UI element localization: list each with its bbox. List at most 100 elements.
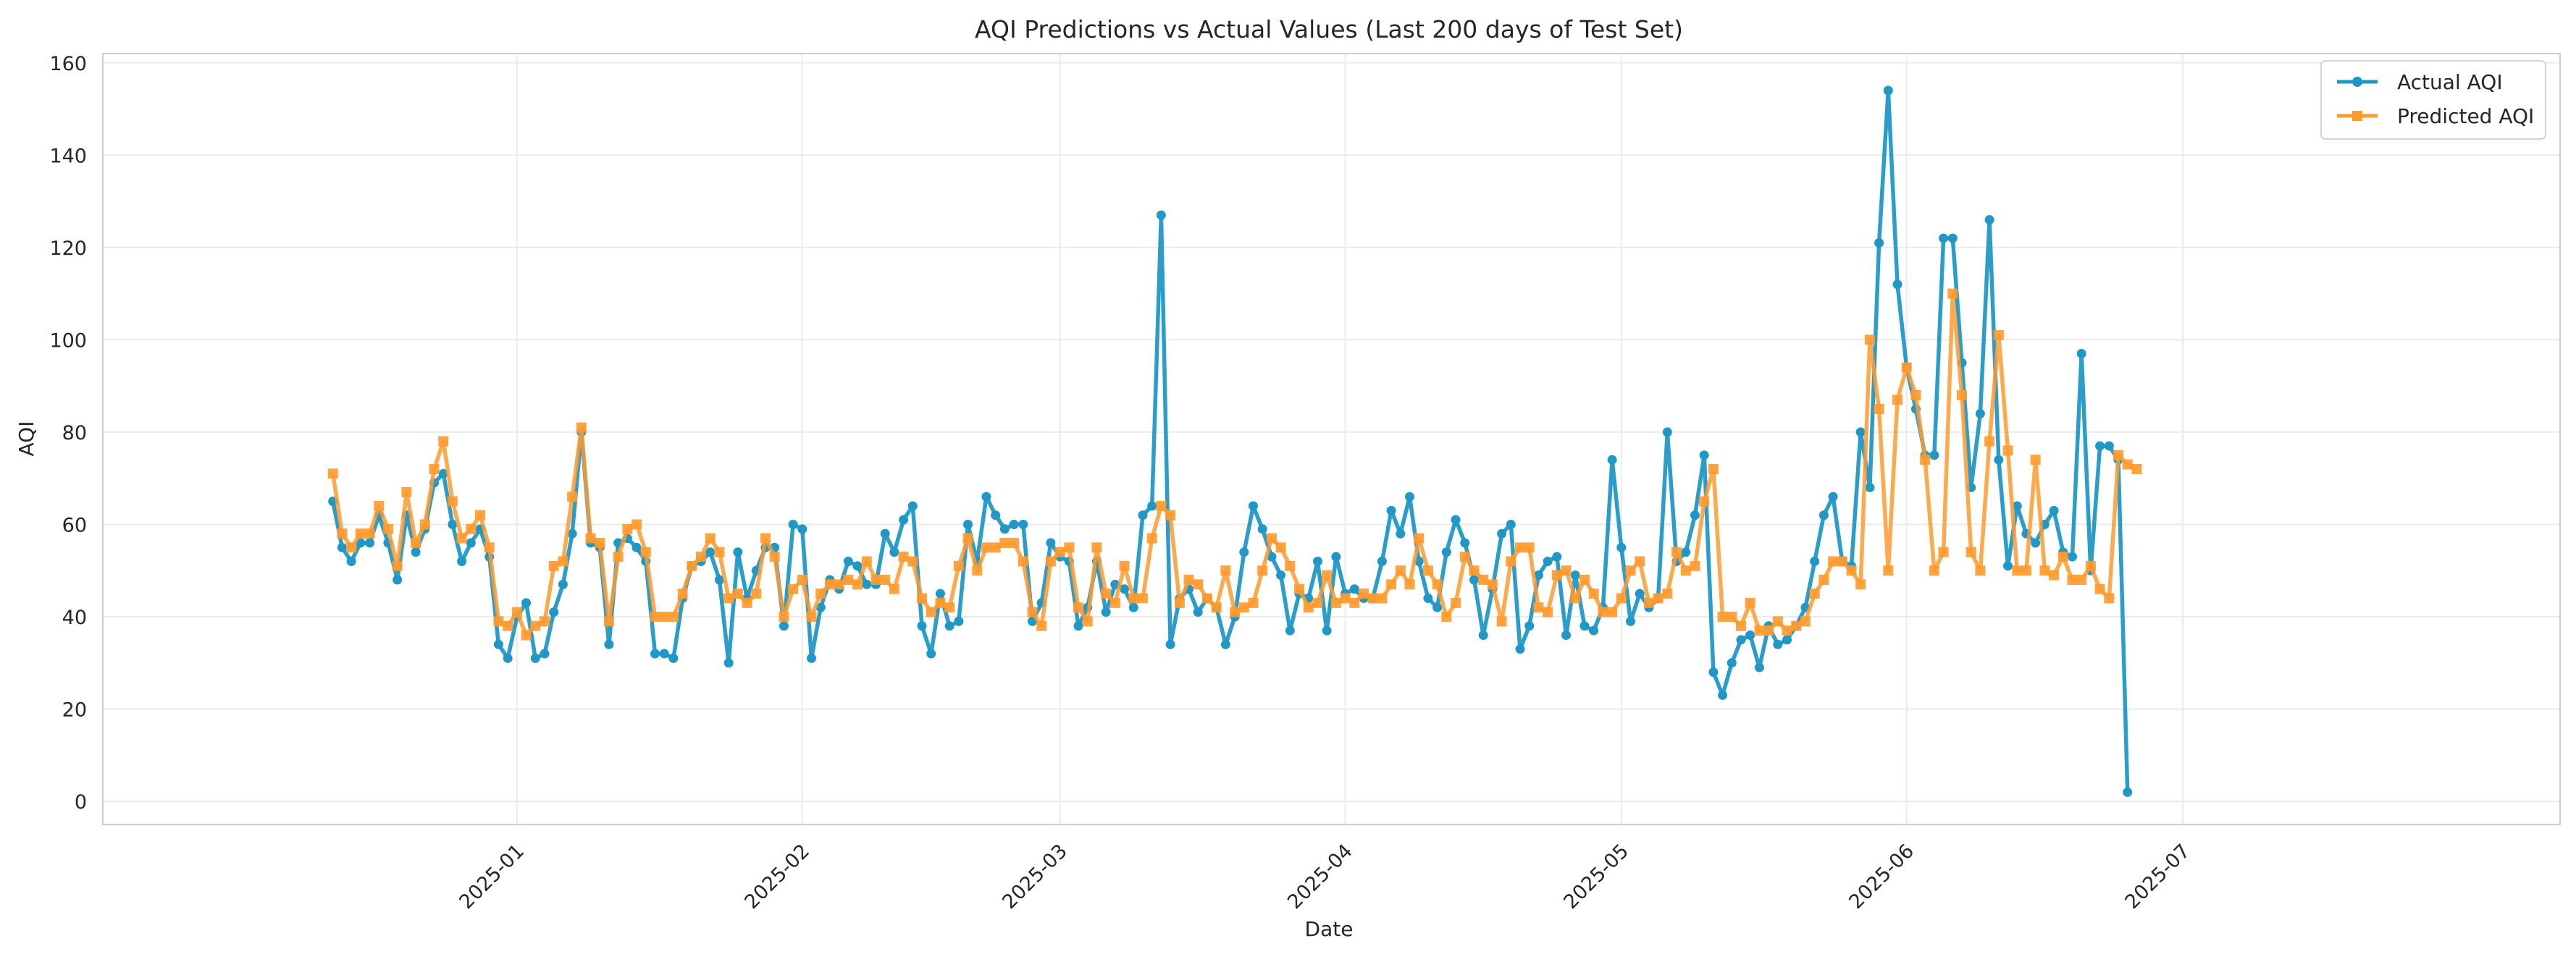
data-point-predicted	[429, 463, 440, 474]
data-point-actual	[1589, 625, 1599, 636]
data-point-predicted	[1238, 602, 1249, 613]
y-tick-label: 120	[49, 237, 87, 260]
data-point-predicted	[1082, 616, 1093, 627]
data-point-actual	[1782, 635, 1792, 645]
data-point-actual	[1497, 528, 1507, 539]
data-point-actual	[1754, 662, 1764, 672]
data-point-predicted	[1910, 389, 1921, 400]
data-point-predicted	[1717, 612, 1728, 623]
data-point-predicted	[521, 630, 532, 641]
data-point-predicted	[2021, 565, 2031, 576]
data-point-predicted	[1855, 579, 1866, 590]
data-point-predicted	[438, 436, 449, 447]
data-point-predicted	[585, 533, 596, 544]
data-point-actual	[346, 556, 356, 566]
data-point-predicted	[1901, 362, 1912, 373]
data-point-actual	[1156, 210, 1166, 220]
data-point-predicted	[1929, 565, 1939, 576]
data-point-predicted	[1588, 588, 1599, 599]
data-point-actual	[1690, 510, 1700, 520]
data-point-predicted	[632, 519, 642, 530]
data-point-predicted	[1312, 597, 1323, 608]
data-point-predicted	[1892, 394, 1903, 405]
data-point-predicted	[1386, 579, 1397, 590]
data-point-predicted	[1598, 607, 1608, 617]
data-point-predicted	[668, 612, 679, 623]
data-point-actual	[1248, 501, 1258, 511]
data-point-actual	[1469, 575, 1479, 585]
data-point-predicted	[364, 528, 375, 539]
data-point-predicted	[1653, 593, 1664, 604]
data-point-predicted	[1358, 588, 1369, 599]
data-point-actual	[1128, 602, 1138, 612]
data-point-actual	[907, 501, 918, 511]
data-point-predicted	[1257, 565, 1268, 576]
data-point-actual	[1396, 528, 1406, 539]
data-point-predicted	[926, 607, 936, 617]
data-point-actual	[788, 519, 798, 529]
data-point-actual	[1515, 644, 1525, 654]
data-point-predicted	[1662, 588, 1673, 599]
data-point-predicted	[1956, 389, 1967, 400]
data-point-actual	[797, 524, 807, 534]
data-point-actual	[659, 649, 669, 659]
data-point-predicted	[1782, 625, 1792, 636]
data-point-predicted	[327, 468, 338, 479]
data-point-predicted	[419, 519, 430, 530]
data-point-predicted	[493, 616, 504, 627]
data-point-predicted	[374, 500, 385, 511]
data-point-actual	[650, 649, 660, 659]
data-point-predicted	[2076, 575, 2087, 586]
data-point-predicted	[1947, 288, 1958, 299]
data-point-predicted	[1349, 597, 1360, 608]
data-point-predicted	[392, 560, 403, 571]
data-point-predicted	[659, 612, 670, 623]
legend: Actual AQI Predicted AQI	[2320, 60, 2546, 140]
data-point-actual	[1322, 625, 1332, 636]
data-point-predicted	[1165, 510, 1176, 520]
x-axis-label: Date	[1305, 917, 1354, 941]
data-point-predicted	[1551, 570, 1562, 581]
data-point-predicted	[1036, 620, 1047, 631]
data-point-predicted	[1266, 533, 1277, 544]
data-point-predicted	[2067, 575, 2078, 586]
data-point-actual	[1276, 570, 1286, 581]
data-point-predicted	[2131, 463, 2142, 474]
data-point-predicted	[567, 491, 578, 502]
data-point-actual	[411, 547, 421, 557]
data-point-actual	[1718, 690, 1728, 700]
data-point-actual	[632, 542, 642, 552]
data-point-actual	[1257, 524, 1267, 534]
data-point-predicted	[917, 593, 927, 604]
data-point-predicted	[603, 616, 614, 627]
data-point-predicted	[539, 616, 550, 627]
data-point-predicted	[1091, 542, 1102, 553]
data-point-predicted	[466, 523, 477, 534]
data-point-actual	[705, 547, 716, 557]
data-point-predicted	[1054, 547, 1065, 557]
data-point-actual	[1331, 552, 1341, 562]
data-point-predicted	[530, 620, 541, 631]
data-point-predicted	[944, 602, 955, 613]
data-point-predicted	[1109, 597, 1120, 608]
data-point-predicted	[1515, 542, 1526, 553]
data-point-predicted	[1772, 616, 1783, 627]
data-point-actual	[843, 556, 853, 566]
data-point-actual	[935, 588, 945, 599]
data-point-predicted	[1119, 560, 1130, 571]
data-point-predicted	[2012, 565, 2023, 576]
data-point-predicted	[907, 556, 918, 567]
series-line-actual	[331, 88, 2130, 793]
data-point-predicted	[475, 510, 486, 520]
data-point-actual	[393, 575, 403, 585]
data-point-actual	[1736, 635, 1746, 645]
data-point-actual	[1607, 455, 1617, 465]
data-point-predicted	[1975, 565, 1986, 576]
data-point-actual	[1984, 215, 1994, 225]
data-point-actual	[466, 538, 476, 548]
data-point-actual	[558, 579, 568, 589]
data-point-actual	[337, 542, 347, 552]
data-point-predicted	[548, 560, 559, 571]
data-point-predicted	[1478, 575, 1489, 586]
data-point-predicted	[732, 588, 743, 599]
